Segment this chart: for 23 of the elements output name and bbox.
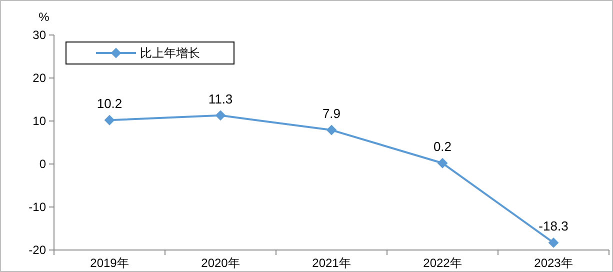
y-tick-label: 20 <box>32 71 46 85</box>
y-axis-title: % <box>38 10 50 24</box>
point <box>104 115 114 126</box>
x-tick-label: 2023年 <box>534 256 573 270</box>
point <box>326 125 336 136</box>
x-tick-label: 2021年 <box>312 256 351 270</box>
x-tick-label: 2020年 <box>201 256 240 270</box>
data-label: 7.9 <box>322 106 341 122</box>
point <box>438 158 448 168</box>
data-label: 0.2 <box>433 139 452 154</box>
y-tick-label: -20 <box>28 243 46 257</box>
x-tick-label: 2019年 <box>90 256 129 270</box>
x-tick-label: 2022年 <box>423 256 462 270</box>
point <box>216 110 226 120</box>
data-label: 10.2 <box>96 96 122 112</box>
legend-label: 比上年增长 <box>140 46 200 60</box>
y-tick-label: -10 <box>28 200 46 214</box>
point <box>548 238 558 248</box>
y-tick-label: 10 <box>32 114 46 128</box>
y-tick-label: 30 <box>32 28 46 42</box>
data-label: 11.3 <box>208 91 233 106</box>
y-tick-label: 0 <box>39 157 46 171</box>
data-label: -18.3 <box>538 218 568 234</box>
